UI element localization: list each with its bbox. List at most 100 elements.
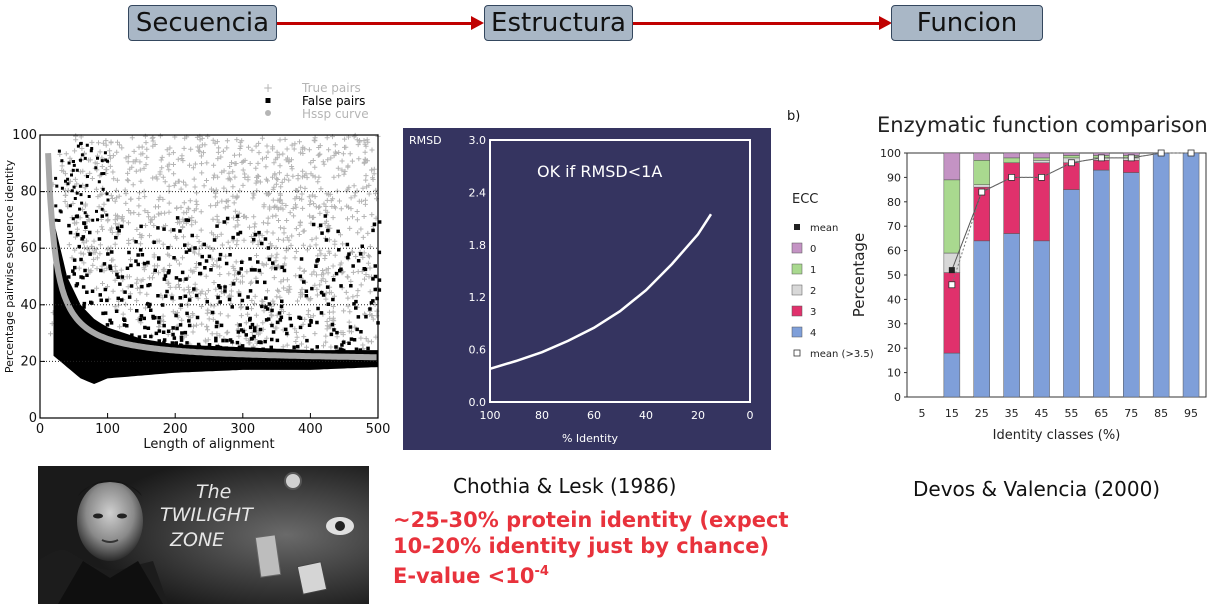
bar-segment-ecc-0 bbox=[943, 152, 961, 181]
legend-label: 0 bbox=[810, 244, 816, 255]
y-tick-label: 80 bbox=[20, 185, 37, 200]
bar-segment-ecc-4 bbox=[1182, 152, 1200, 398]
evalue-exponent: -4 bbox=[534, 564, 549, 579]
legend-label: mean (>3.5) bbox=[810, 349, 874, 360]
flow-arrow-1 bbox=[277, 22, 473, 25]
mean-high-point bbox=[1068, 159, 1075, 167]
identity-vs-length-scatter: 0 100 200 300 400 500 0 20 40 60 80 100 Length of al… bbox=[3, 81, 391, 452]
y-tick-label: 20 bbox=[887, 342, 901, 355]
rmsd-line bbox=[489, 213, 713, 370]
flow-label: Funcion bbox=[916, 8, 1018, 38]
twilight-zone-artwork: The TWILIGHT ZONE bbox=[38, 466, 369, 604]
x-tick-label: 500 bbox=[366, 422, 391, 437]
y-axis-label: Percentage bbox=[850, 233, 868, 317]
mean-point bbox=[948, 267, 955, 274]
flow-arrow-2 bbox=[633, 22, 880, 25]
panel-label: b) bbox=[787, 109, 800, 124]
x-tick-label: 80 bbox=[535, 409, 549, 422]
flow-box-secuencia: Secuencia bbox=[128, 5, 277, 41]
x-tick-label: 20 bbox=[691, 409, 705, 422]
x-axis-label: Identity classes (%) bbox=[993, 428, 1121, 443]
chart-background bbox=[403, 128, 771, 450]
legend-marker-mean bbox=[794, 224, 800, 230]
y-tick-label: 2.4 bbox=[469, 186, 487, 199]
x-tick-label: 75 bbox=[1124, 407, 1138, 420]
x-tick-label: 65 bbox=[1094, 407, 1108, 420]
bar-segment-ecc-1 bbox=[1003, 157, 1020, 164]
x-tick-label: 5 bbox=[918, 407, 925, 420]
mean-high-point bbox=[1187, 149, 1195, 157]
y-tick-label: 90 bbox=[887, 171, 901, 184]
x-tick-label: 85 bbox=[1154, 407, 1168, 420]
bar-segment-ecc-1 bbox=[1063, 155, 1080, 159]
bar-segment-ecc-4 bbox=[1093, 169, 1110, 398]
flow-box-estructura: Estructura bbox=[484, 5, 633, 41]
bar-segment-ecc-4 bbox=[1003, 233, 1020, 398]
caption-devos: Devos & Valencia (2000) bbox=[913, 477, 1161, 501]
mean-high-point bbox=[948, 281, 956, 289]
legend-label: 4 bbox=[810, 328, 816, 339]
legend-true-pairs-label: True pairs bbox=[301, 81, 361, 95]
x-tick-label: 100 bbox=[95, 422, 120, 437]
note-line-2: 10-20% identity just by chance) bbox=[393, 534, 770, 558]
twilight-zone-image: The TWILIGHT ZONE bbox=[38, 466, 369, 604]
bar-segment-ecc-0 bbox=[973, 152, 990, 161]
plot-frame bbox=[489, 139, 751, 403]
x-tick-label: 55 bbox=[1064, 407, 1078, 420]
twilight-the: The bbox=[196, 481, 231, 503]
bar-segment-ecc-2 bbox=[1033, 160, 1050, 164]
chart-title: Enzymatic function comparison bbox=[877, 113, 1208, 137]
rmsd-vs-identity-chart: RMSD 0.0 0.6 1.2 1.8 2.4 3.0 100 80 60 40 20 0 % Iden… bbox=[403, 128, 771, 450]
y-tick-label: 20 bbox=[20, 354, 37, 369]
y-tick-label: 60 bbox=[20, 241, 37, 256]
legend-false-pairs-marker bbox=[265, 98, 271, 103]
y-tick-label: 0.0 bbox=[469, 396, 487, 409]
legend-swatch bbox=[791, 326, 803, 338]
mean-high-point bbox=[1008, 174, 1016, 181]
legend-label: 2 bbox=[810, 286, 816, 297]
twilight-title: TWILIGHT bbox=[160, 504, 254, 526]
y-tick-label: 1.2 bbox=[469, 291, 487, 304]
flow-label: Secuencia bbox=[135, 8, 270, 38]
y-tick-label: 10 bbox=[887, 367, 901, 380]
legend-false-pairs-label: False pairs bbox=[302, 94, 365, 108]
bar-segment-ecc-4 bbox=[973, 240, 990, 398]
x-tick-label: 35 bbox=[1005, 407, 1019, 420]
note-line-1: ~25-30% protein identity (expect bbox=[393, 508, 789, 532]
y-tick-label: 80 bbox=[887, 196, 901, 209]
y-tick-label: 40 bbox=[20, 298, 37, 313]
y-tick-label: 40 bbox=[887, 293, 901, 306]
legend-swatch bbox=[791, 263, 803, 275]
enzymatic-function-chart: b) Enzymatic function comparison010203040… bbox=[787, 109, 1208, 443]
y-tick-label: 50 bbox=[887, 269, 901, 282]
y-tick-label: 0.6 bbox=[469, 344, 487, 357]
hssp-curve bbox=[45, 152, 377, 361]
x-tick-label: 60 bbox=[587, 409, 601, 422]
y-tick-label: 3.0 bbox=[469, 134, 487, 147]
legend-title: ECC bbox=[792, 192, 818, 207]
legend-swatch bbox=[791, 284, 803, 296]
legend-label: 3 bbox=[810, 307, 816, 318]
x-tick-label: 100 bbox=[480, 409, 501, 422]
mean-high-point bbox=[978, 188, 986, 196]
y-axis-label: Percentage pairwise sequence identity bbox=[3, 159, 16, 373]
x-tick-label: 45 bbox=[1035, 407, 1049, 420]
y-tick-label: 0 bbox=[29, 411, 37, 426]
legend-label: mean bbox=[810, 223, 838, 234]
x-tick-label: 25 bbox=[975, 407, 989, 420]
x-tick-label: 200 bbox=[163, 422, 188, 437]
mean-high-point bbox=[1127, 154, 1135, 162]
bar-segment-ecc-4 bbox=[1063, 189, 1080, 398]
legend-true-pairs-marker: + bbox=[263, 81, 273, 95]
x-tick-label: 95 bbox=[1184, 407, 1198, 420]
y-tick-label: 60 bbox=[887, 245, 901, 258]
bar-segment-ecc-2 bbox=[973, 184, 990, 188]
x-axis-label: Length of alignment bbox=[143, 437, 274, 452]
mean-high-point bbox=[1097, 154, 1105, 162]
bar-segment-ecc-1 bbox=[973, 160, 990, 185]
bar-segment-ecc-0 bbox=[1003, 152, 1020, 159]
x-tick-label: 0 bbox=[747, 409, 754, 422]
legend-swatch bbox=[791, 305, 803, 317]
bar-segment-ecc-3 bbox=[1123, 160, 1140, 173]
x-tick-label: 300 bbox=[230, 422, 255, 437]
